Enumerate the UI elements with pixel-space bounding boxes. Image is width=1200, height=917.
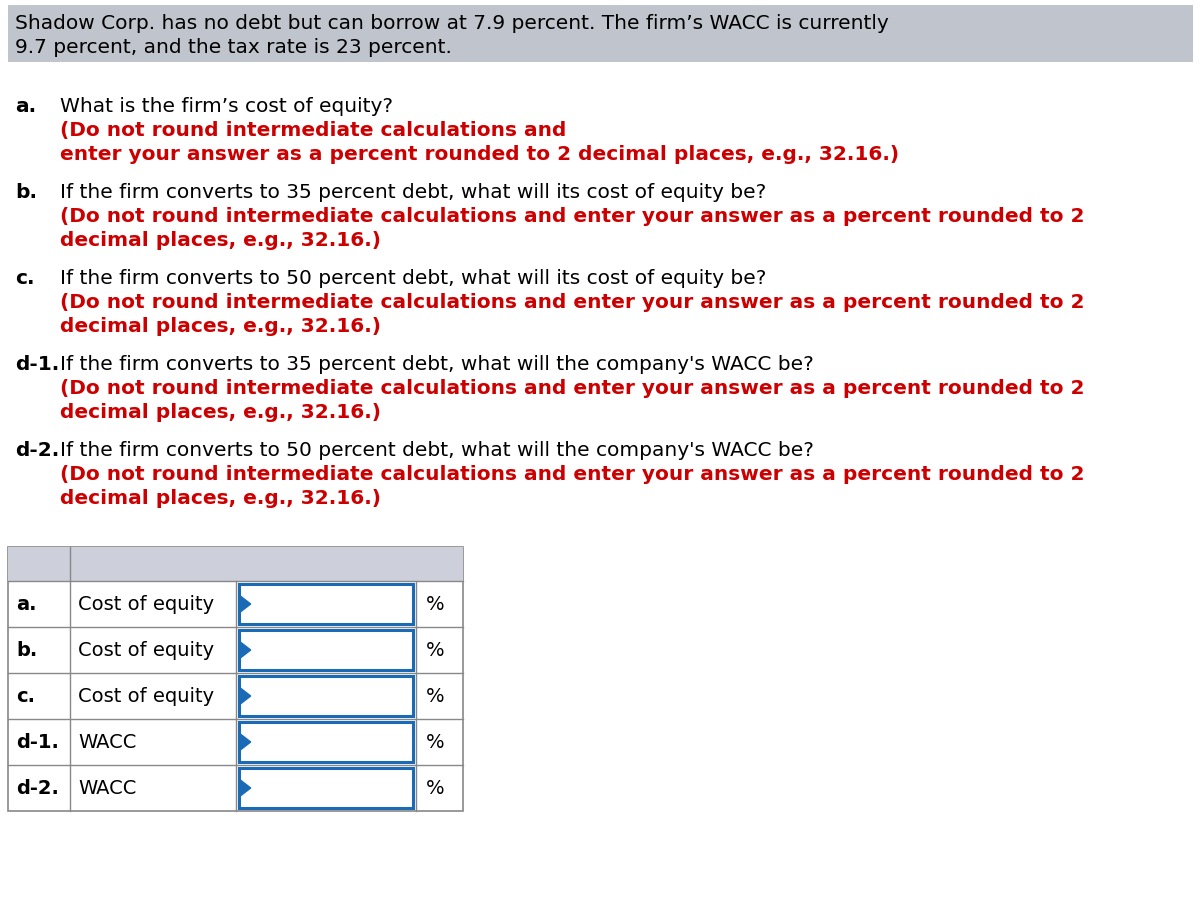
Bar: [239, 722, 413, 762]
Text: If the firm converts to 35 percent debt, what will its cost of equity be?: If the firm converts to 35 percent debt,…: [60, 183, 773, 202]
Text: (Do not round intermediate calculations and enter your answer as a percent round: (Do not round intermediate calculations …: [60, 465, 1085, 484]
Text: a.: a.: [16, 594, 36, 613]
Text: decimal places, e.g., 32.16.): decimal places, e.g., 32.16.): [60, 403, 382, 422]
Text: Cost of equity: Cost of equity: [78, 594, 214, 613]
Text: WACC: WACC: [78, 779, 137, 798]
Text: decimal places, e.g., 32.16.): decimal places, e.g., 32.16.): [60, 231, 382, 250]
Text: c.: c.: [16, 687, 35, 705]
Text: WACC: WACC: [78, 733, 137, 752]
Text: (Do not round intermediate calculations and: (Do not round intermediate calculations …: [60, 121, 566, 140]
Text: (Do not round intermediate calculations and enter your answer as a percent round: (Do not round intermediate calculations …: [60, 293, 1085, 312]
Text: d-1.: d-1.: [14, 355, 59, 374]
Text: d-2.: d-2.: [16, 779, 59, 798]
Text: %: %: [426, 640, 445, 659]
Polygon shape: [239, 687, 251, 705]
Text: b.: b.: [16, 640, 37, 659]
Text: If the firm converts to 50 percent debt, what will the company's WACC be?: If the firm converts to 50 percent debt,…: [60, 441, 821, 460]
Text: c.: c.: [14, 269, 35, 288]
Text: (Do not round intermediate calculations and enter your answer as a percent round: (Do not round intermediate calculations …: [60, 207, 1085, 226]
Bar: [239, 676, 413, 716]
Text: Cost of equity: Cost of equity: [78, 687, 214, 705]
Text: %: %: [426, 779, 445, 798]
Text: %: %: [426, 594, 445, 613]
Polygon shape: [239, 595, 251, 613]
Polygon shape: [239, 733, 251, 751]
Text: If the firm converts to 35 percent debt, what will the company's WACC be?: If the firm converts to 35 percent debt,…: [60, 355, 820, 374]
Polygon shape: [239, 641, 251, 659]
Text: What is the firm’s cost of equity?: What is the firm’s cost of equity?: [60, 97, 400, 116]
Text: Cost of equity: Cost of equity: [78, 640, 214, 659]
Text: decimal places, e.g., 32.16.): decimal places, e.g., 32.16.): [60, 317, 382, 336]
Bar: [8, 547, 463, 581]
Bar: [239, 768, 413, 808]
Bar: [8, 547, 463, 811]
Bar: [8, 5, 1193, 62]
Text: Shadow Corp. has no debt but can borrow at 7.9 percent. The firm’s WACC is curre: Shadow Corp. has no debt but can borrow …: [14, 14, 889, 33]
Text: a.: a.: [14, 97, 36, 116]
Bar: [239, 584, 413, 624]
Text: If the firm converts to 50 percent debt, what will its cost of equity be?: If the firm converts to 50 percent debt,…: [60, 269, 773, 288]
Text: d-1.: d-1.: [16, 733, 59, 752]
Polygon shape: [239, 779, 251, 797]
Text: (Do not round intermediate calculations and enter your answer as a percent round: (Do not round intermediate calculations …: [60, 379, 1085, 398]
Text: d-2.: d-2.: [14, 441, 59, 460]
Text: decimal places, e.g., 32.16.): decimal places, e.g., 32.16.): [60, 489, 382, 508]
Text: %: %: [426, 733, 445, 752]
Text: b.: b.: [14, 183, 37, 202]
Text: enter your answer as a percent rounded to 2 decimal places, e.g., 32.16.): enter your answer as a percent rounded t…: [60, 145, 899, 164]
Text: 9.7 percent, and the tax rate is 23 percent.: 9.7 percent, and the tax rate is 23 perc…: [14, 38, 452, 57]
Bar: [239, 630, 413, 670]
Text: %: %: [426, 687, 445, 705]
